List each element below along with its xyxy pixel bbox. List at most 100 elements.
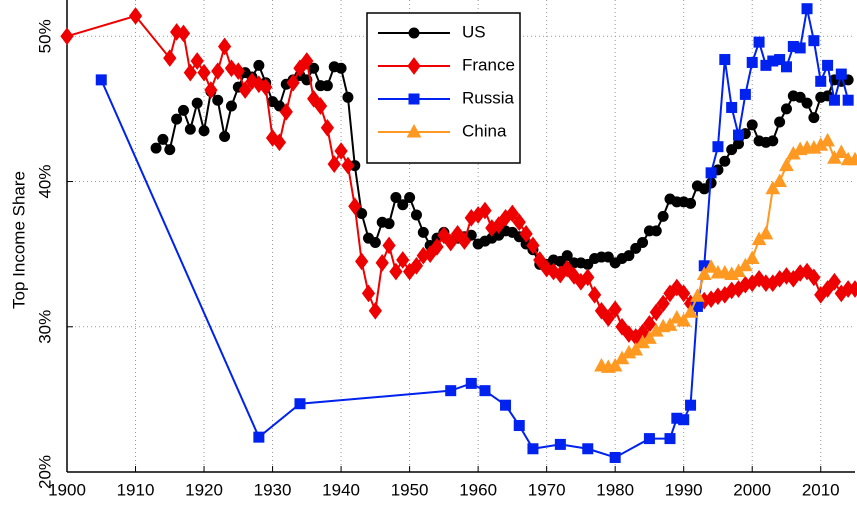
y-tick-label: 20% [35,455,54,489]
marker [176,24,191,43]
marker [733,129,745,141]
marker [719,54,731,66]
series-line [100,8,850,459]
marker [396,251,410,269]
marker [171,113,183,125]
marker [231,62,245,80]
marker [157,133,169,145]
legend-label: France [462,55,515,74]
marker [382,236,396,255]
marker [607,357,623,372]
marker [828,94,840,106]
marker [690,288,705,302]
marker [60,27,74,46]
marker [820,132,835,147]
x-tick-label: 1990 [665,480,703,499]
x-tick-label: 1920 [185,480,223,499]
marker [801,3,813,15]
marker [407,57,421,75]
x-tick-label: 2010 [802,480,840,499]
marker [608,300,622,319]
marker [320,118,335,137]
marker [272,133,287,152]
marker [676,312,692,327]
marker [765,180,781,195]
marker [808,112,820,124]
x-tick-label: 1950 [391,480,429,499]
marker [662,317,678,331]
marker [779,157,794,172]
marker [847,151,857,166]
marker [833,144,849,158]
marker [739,88,751,100]
marker [842,94,854,106]
marker [746,119,758,131]
marker [369,237,381,249]
marker [815,75,827,87]
marker [238,81,252,99]
marker [677,284,691,303]
legend-label: China [462,121,507,140]
marker [348,197,362,216]
marker [848,280,857,298]
marker [198,125,210,137]
marker [225,100,237,112]
marker [513,420,525,432]
marker [526,236,540,255]
marker [822,59,834,71]
marker [780,61,792,73]
marker [649,303,663,322]
marker [444,233,458,252]
marker [780,103,792,115]
marker [417,226,429,238]
marker [150,142,162,154]
x-tick-label: 1930 [254,480,292,499]
marker [355,252,369,271]
marker [341,156,355,175]
marker [774,116,786,128]
x-tick-label: 1940 [322,480,360,499]
x-tick-label: 1980 [596,480,634,499]
marker [703,259,719,273]
marker [685,399,697,411]
marker [445,385,457,397]
y-tick-label: 40% [35,165,54,199]
marker [164,144,176,156]
marker [184,123,196,135]
marker [767,135,779,147]
marker [801,97,813,109]
marker [327,155,341,173]
marker [406,123,422,138]
marker [128,7,143,25]
marker [457,232,472,250]
marker [664,433,676,445]
marker [219,131,231,143]
marker [519,224,533,243]
marker [286,73,300,92]
marker [253,431,265,443]
marker [335,62,347,74]
marker [95,74,107,86]
x-tick-label: 1960 [459,480,497,499]
marker [430,238,444,256]
marker [204,81,218,99]
marker [807,268,821,287]
y-tick-label: 50% [35,19,54,53]
marker [582,443,594,455]
marker [190,52,204,70]
marker [678,414,690,426]
marker [183,63,197,82]
legend-box [366,12,521,164]
marker [744,250,760,265]
marker [657,210,669,222]
marker [404,192,416,204]
marker [177,104,189,116]
marker [656,294,670,313]
marker [408,27,420,39]
marker [772,173,787,188]
marker [259,78,273,96]
marker [835,68,847,80]
marker [746,56,758,68]
marker [512,213,526,232]
marker [794,42,806,54]
